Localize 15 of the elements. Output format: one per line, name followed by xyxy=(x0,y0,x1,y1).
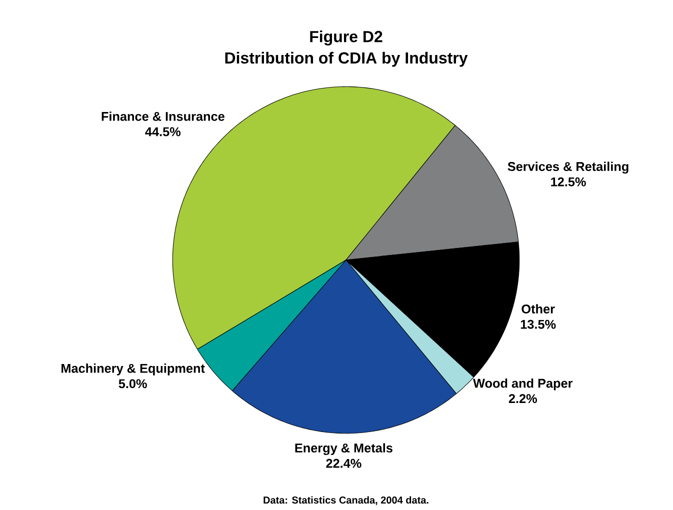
data-label: 2.2% xyxy=(508,394,537,404)
chart-title: Figure D2 xyxy=(310,30,382,46)
slice-label: Other xyxy=(522,304,555,314)
data-label: 22.4% xyxy=(326,458,362,468)
slice-label: Services & Retailing xyxy=(508,162,628,174)
chart-subtitle: Distribution of CDIA by Industry xyxy=(225,52,468,67)
slice-label: Machinery & Equipment xyxy=(62,364,205,376)
data-label: 13.5% xyxy=(520,320,556,329)
data-label: 44.5% xyxy=(145,127,181,136)
slice-label: Energy & Metals xyxy=(295,443,392,456)
data-label: 5.0% xyxy=(118,379,147,388)
slice-label: Wood and Paper xyxy=(473,378,573,390)
slice-label: Finance & Insurance xyxy=(102,112,224,121)
data-label: 12.5% xyxy=(551,177,586,186)
text: Data: Statistics Canada, 2004 data. xyxy=(264,496,428,506)
